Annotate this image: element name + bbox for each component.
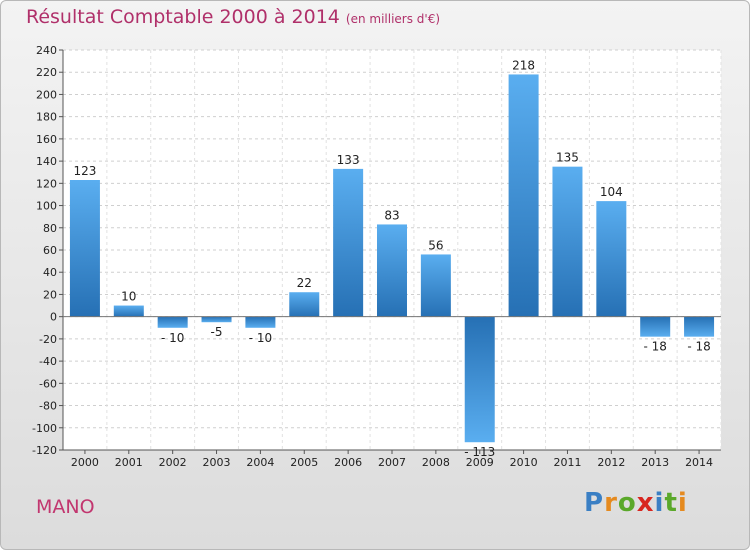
y-tick-label: 80 xyxy=(43,222,57,235)
data-label: 10 xyxy=(121,290,136,304)
logo-letter: i xyxy=(654,488,665,518)
x-tick-label: 2004 xyxy=(246,456,274,469)
y-tick-label: 200 xyxy=(36,88,57,101)
data-label: -5 xyxy=(211,325,223,339)
bar-2014 xyxy=(684,316,715,337)
bar-2010 xyxy=(508,74,539,317)
data-label: - 10 xyxy=(249,331,272,345)
x-tick-label: 2009 xyxy=(466,456,494,469)
x-tick-label: 2010 xyxy=(510,456,538,469)
x-tick-label: 2003 xyxy=(203,456,231,469)
y-tick-label: 0 xyxy=(50,311,57,324)
data-label: - 18 xyxy=(643,340,666,354)
bar-2012 xyxy=(596,201,627,317)
x-tick-label: 2011 xyxy=(553,456,581,469)
bar-2005 xyxy=(289,292,320,317)
x-tick-label: 2002 xyxy=(159,456,187,469)
logo-letter: P xyxy=(584,488,605,518)
logo-letter: i xyxy=(677,488,688,518)
bar-2001 xyxy=(113,305,144,317)
bar-2013 xyxy=(640,316,671,337)
y-tick-label: 140 xyxy=(36,155,57,168)
data-label: 104 xyxy=(600,185,623,199)
y-tick-label: -80 xyxy=(39,400,57,413)
data-label: - 10 xyxy=(161,331,184,345)
data-label: 218 xyxy=(512,58,535,72)
logo-letter: r xyxy=(604,488,618,518)
data-label: 123 xyxy=(73,164,96,178)
data-label: 133 xyxy=(337,153,360,167)
bar-2004 xyxy=(245,316,276,328)
y-tick-label: -40 xyxy=(39,355,57,368)
bar-2006 xyxy=(333,168,364,317)
bar-2002 xyxy=(157,316,188,328)
chart-subtitle: (en milliers d'€) xyxy=(345,12,441,26)
data-label: 56 xyxy=(428,238,443,252)
chart-title: Résultat Comptable 2000 à 2014 xyxy=(26,6,340,28)
bar-2003 xyxy=(201,316,232,323)
logo-letter: o xyxy=(617,488,637,518)
x-tick-label: 2008 xyxy=(422,456,450,469)
chart-title-block: Résultat Comptable 2000 à 2014 (en millie… xyxy=(26,6,440,28)
commune-name: MANO xyxy=(36,496,95,518)
y-tick-label: 60 xyxy=(43,244,57,257)
proxiti-logo: Proxiti xyxy=(584,488,688,518)
bar-2008 xyxy=(420,254,451,317)
y-tick-label: 160 xyxy=(36,133,57,146)
data-label: - 18 xyxy=(687,340,710,354)
x-tick-label: 2001 xyxy=(115,456,143,469)
y-tick-label: 100 xyxy=(36,200,57,213)
x-tick-label: 2013 xyxy=(641,456,669,469)
bar-2011 xyxy=(552,166,583,317)
y-tick-label: -60 xyxy=(39,377,57,390)
data-label: 22 xyxy=(297,276,312,290)
bar-2009 xyxy=(464,316,495,443)
y-tick-label: -120 xyxy=(32,444,57,457)
y-tick-label: 120 xyxy=(36,177,57,190)
y-tick-label: 180 xyxy=(36,111,57,124)
logo-letter: x xyxy=(636,488,655,518)
y-tick-label: 240 xyxy=(36,44,57,57)
x-tick-label: 2014 xyxy=(685,456,713,469)
x-tick-label: 2007 xyxy=(378,456,406,469)
bar-2000 xyxy=(69,180,100,317)
y-tick-label: 20 xyxy=(43,288,57,301)
data-label: 83 xyxy=(384,208,399,222)
y-tick-label: 220 xyxy=(36,66,57,79)
y-tick-label: -20 xyxy=(39,333,57,346)
x-tick-label: 2012 xyxy=(597,456,625,469)
bar-2007 xyxy=(377,224,407,317)
x-tick-label: 2005 xyxy=(290,456,318,469)
x-tick-label: 2000 xyxy=(71,456,99,469)
data-label: - 113 xyxy=(464,445,495,459)
data-label: 135 xyxy=(556,151,579,165)
y-tick-label: -100 xyxy=(32,422,57,435)
y-tick-label: 40 xyxy=(43,266,57,279)
x-tick-label: 2006 xyxy=(334,456,362,469)
logo-letter: t xyxy=(664,488,678,518)
